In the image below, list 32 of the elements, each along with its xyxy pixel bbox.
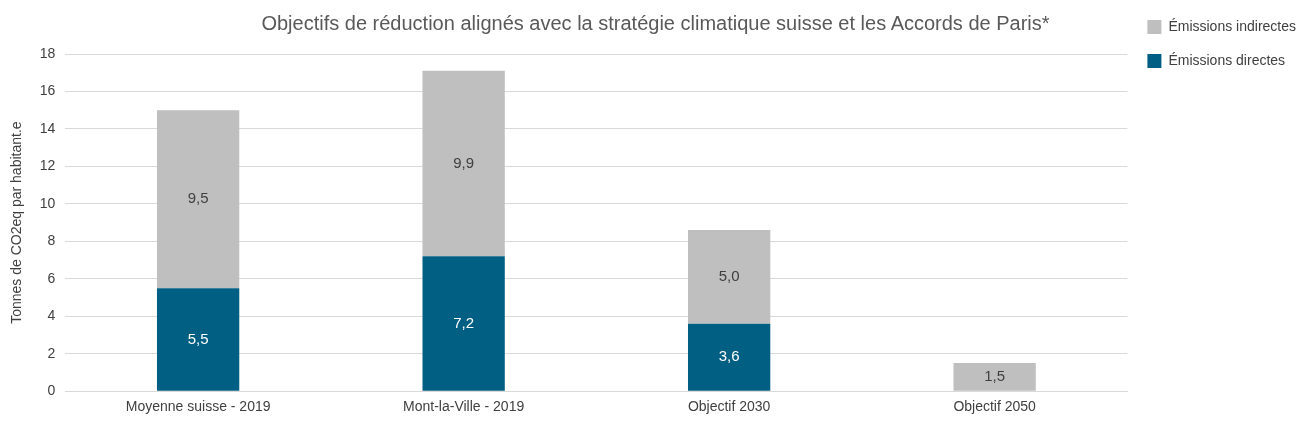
y-tick-label: 4 — [47, 307, 56, 324]
legend-label: Émissions directes — [1168, 51, 1286, 68]
y-tick-label: 12 — [39, 157, 56, 174]
y-axis-title: Tonnes de CO2eq par habitant.e — [8, 121, 25, 324]
bar — [422, 70, 505, 257]
legend-label: Émissions indirectes — [1168, 17, 1297, 34]
chart-title: Objectifs de réduction alignés avec la stratégie climatique suisse et les Accords de Paris* — [261, 11, 1050, 34]
y-tick-label: 10 — [39, 194, 56, 211]
bar — [953, 363, 1036, 391]
y-tick-label: 18 — [39, 44, 56, 61]
data-label: 3,6 — [718, 347, 740, 365]
x-tick-label: Moyenne suisse - 2019 — [125, 398, 271, 415]
bar — [156, 110, 240, 289]
bar — [687, 323, 771, 391]
data-label: 1,5 — [984, 367, 1006, 385]
x-tick-label: Mont-la-Ville - 2019 — [403, 398, 525, 415]
y-tick-label: 8 — [47, 232, 56, 249]
data-label: 9,9 — [453, 153, 475, 171]
data-label: 5,5 — [187, 329, 209, 347]
x-tick-label: Objectif 2030 — [687, 398, 771, 415]
bar — [156, 288, 240, 391]
data-label: 7,2 — [453, 313, 475, 331]
data-label: 9,5 — [187, 189, 209, 207]
y-tick-label: 14 — [39, 119, 56, 136]
y-tick-label: 2 — [47, 344, 56, 361]
bar — [422, 256, 505, 391]
data-label: 5,0 — [718, 267, 740, 285]
bar — [687, 230, 771, 324]
y-tick-label: 16 — [39, 82, 56, 99]
y-tick-label: 0 — [47, 382, 56, 399]
x-tick-label: Objectif 2050 — [953, 398, 1037, 415]
y-tick-label: 6 — [47, 269, 56, 286]
